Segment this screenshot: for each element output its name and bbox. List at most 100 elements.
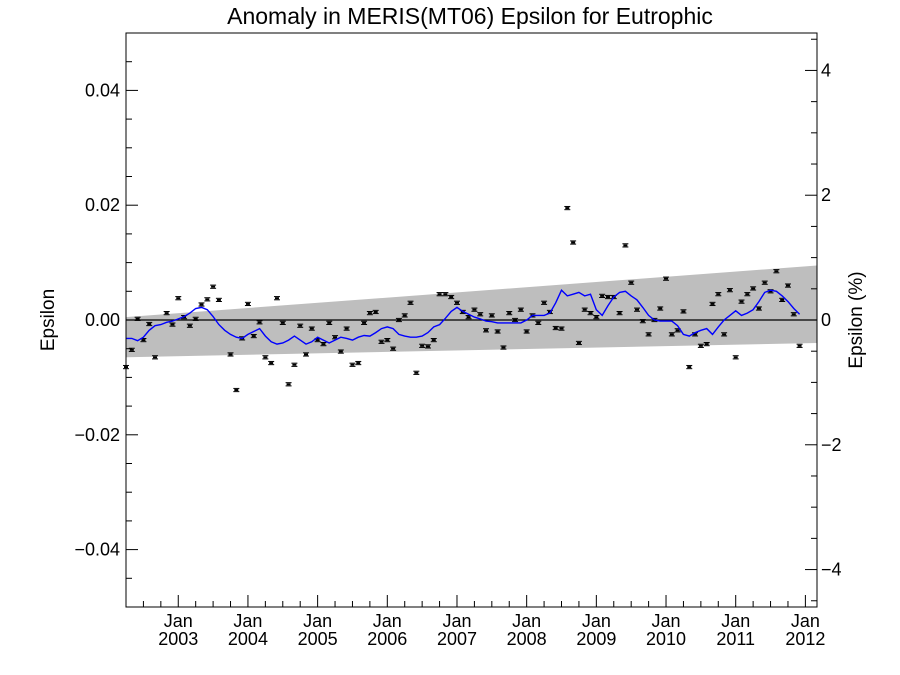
data-point: [633, 307, 640, 312]
data-point: [581, 307, 588, 312]
point-marker: [698, 344, 703, 347]
point-marker: [362, 321, 367, 324]
point-marker: [356, 362, 361, 365]
point-marker: [251, 335, 256, 338]
point-marker: [768, 290, 773, 293]
data-point: [732, 355, 739, 360]
point-marker: [658, 307, 663, 310]
point-marker: [298, 324, 303, 327]
x-tick-label-year: 2005: [298, 629, 338, 649]
data-point: [372, 309, 379, 315]
data-point: [343, 326, 350, 331]
point-marker: [414, 371, 419, 374]
data-point: [291, 362, 298, 367]
point-marker: [147, 323, 152, 326]
x-tick-label-year: 2007: [437, 629, 477, 649]
data-point: [378, 339, 385, 344]
data-point: [686, 364, 693, 370]
point-marker: [472, 308, 477, 311]
point-marker: [263, 356, 268, 359]
point-marker: [594, 316, 599, 319]
data-point: [250, 333, 257, 339]
data-point: [169, 322, 176, 327]
point-marker: [605, 296, 610, 299]
x-tick-label-month: Jan: [164, 611, 193, 631]
point-marker: [449, 296, 454, 299]
data-point: [152, 355, 159, 360]
data-point: [796, 343, 803, 348]
data-point: [337, 349, 344, 354]
data-point: [326, 320, 333, 325]
point-marker: [187, 324, 192, 327]
x-ticks: Jan2003Jan2004Jan2005Jan2006Jan2007Jan20…: [125, 595, 825, 649]
point-marker: [518, 308, 523, 311]
point-marker: [646, 333, 651, 336]
point-marker: [716, 293, 721, 296]
data-point: [535, 320, 542, 325]
point-marker: [739, 300, 744, 303]
data-point: [564, 205, 571, 211]
data-point: [738, 299, 745, 304]
data-point: [349, 362, 356, 367]
data-point: [697, 343, 704, 348]
point-marker: [571, 241, 576, 244]
data-point: [599, 293, 606, 298]
y-tick-label-right: 2: [821, 185, 831, 205]
data-point: [773, 269, 780, 274]
point-marker: [228, 353, 233, 356]
data-point: [175, 296, 182, 301]
point-marker: [582, 308, 587, 311]
point-marker: [199, 303, 204, 306]
y-tick-label-left: −0.04: [74, 540, 120, 560]
point-marker: [489, 314, 494, 317]
point-marker: [373, 310, 378, 313]
point-marker: [507, 312, 512, 315]
point-marker: [391, 347, 396, 350]
data-point: [233, 387, 240, 393]
x-tick-label-month: Jan: [512, 611, 541, 631]
data-point: [163, 311, 170, 316]
data-point: [593, 315, 600, 320]
data-point: [198, 302, 205, 307]
x-tick-label-year: 2012: [785, 629, 825, 649]
x-tick-label-year: 2009: [576, 629, 616, 649]
data-point: [558, 326, 565, 331]
data-point: [256, 320, 263, 325]
point-marker: [640, 320, 645, 323]
data-point: [552, 325, 559, 331]
point-marker: [524, 330, 529, 333]
point-marker: [484, 329, 489, 332]
data-point: [401, 313, 408, 318]
point-marker: [693, 333, 698, 336]
data-point: [210, 284, 217, 289]
point-marker: [396, 319, 401, 321]
point-marker: [245, 302, 250, 305]
data-point: [366, 311, 373, 316]
data-point: [622, 243, 629, 248]
data-point: [453, 300, 460, 305]
data-point: [703, 342, 710, 347]
data-point: [488, 313, 495, 318]
point-marker: [466, 316, 471, 319]
data-point: [726, 288, 733, 293]
point-marker: [304, 353, 309, 356]
y-tick-label-right: −4: [821, 560, 842, 580]
x-tick-label-year: 2010: [646, 629, 686, 649]
data-point: [215, 297, 222, 303]
point-marker: [687, 366, 692, 369]
x-tick-label-month: Jan: [721, 611, 750, 631]
point-marker: [588, 312, 593, 315]
y-axis-label-right: Epsilon (%): [846, 271, 867, 368]
y-ticks-right: 4 2 0 −2 −4: [805, 38, 842, 602]
point-marker: [216, 298, 221, 301]
point-marker: [309, 327, 314, 330]
point-marker: [478, 313, 483, 316]
point-marker: [257, 321, 262, 324]
data-point: [628, 280, 635, 285]
data-point: [442, 292, 449, 297]
y-tick-label-right: 0: [821, 310, 831, 330]
data-point: [285, 382, 292, 387]
data-point: [663, 276, 670, 281]
point-marker: [141, 339, 146, 342]
point-marker: [669, 333, 674, 336]
